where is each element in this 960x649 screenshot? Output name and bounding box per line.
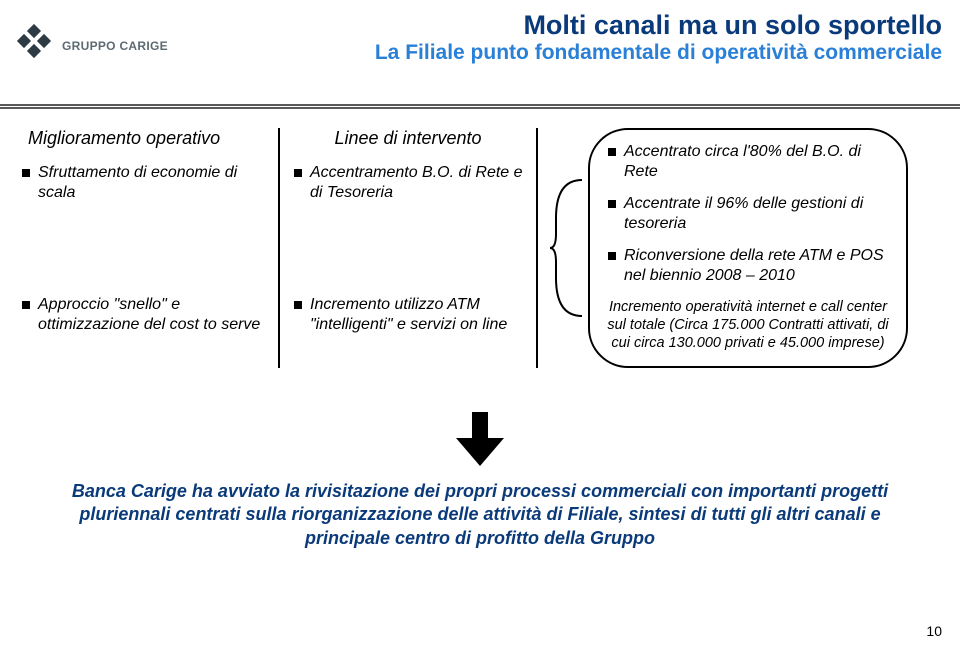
footer-summary: Banca Carige ha avviato la rivisitazione… [70, 480, 890, 550]
results-box: Accentrato circa l'80% del B.O. di Rete … [588, 128, 908, 368]
content-row: Miglioramento operativo Sfruttamento di … [0, 110, 960, 368]
title-line-2: La Filiale punto fondamentale di operati… [375, 41, 942, 65]
column-right: Accentrato circa l'80% del B.O. di Rete … [548, 128, 908, 368]
logo-diamonds-icon [12, 24, 56, 68]
col-left-item: Approccio "snello" e ottimizzazione del … [22, 295, 268, 335]
lens-bracket-icon [550, 178, 584, 318]
col-mid-item: Accentramento B.O. di Rete e di Tesoreri… [294, 163, 526, 203]
col-left-item: Sfruttamento di economie di scala [22, 163, 268, 203]
column-left: Miglioramento operativo Sfruttamento di … [18, 128, 268, 368]
page-number: 10 [926, 623, 942, 639]
header: GRUPPO CARIGE Molti canali ma un solo sp… [0, 0, 960, 110]
result-item: Riconversione della rete ATM e POS nel b… [608, 246, 892, 286]
brand-name: GRUPPO CARIGE [62, 39, 168, 53]
col-mid-item: Incremento utilizzo ATM "intelligenti" e… [294, 295, 526, 335]
arrow-down-icon [452, 412, 508, 468]
col-left-heading: Miglioramento operativo [18, 128, 268, 149]
result-subtext: Incremento operatività internet e call c… [604, 298, 892, 352]
title-line-1: Molti canali ma un solo sportello [375, 10, 942, 41]
result-item: Accentrate il 96% delle gestioni di teso… [608, 194, 892, 234]
column-middle: Linee di intervento Accentramento B.O. d… [278, 128, 538, 368]
col-mid-heading: Linee di intervento [290, 128, 526, 149]
result-item: Accentrato circa l'80% del B.O. di Rete [608, 142, 892, 182]
slide-title: Molti canali ma un solo sportello La Fil… [375, 10, 942, 65]
brand-logo: GRUPPO CARIGE [12, 24, 168, 68]
